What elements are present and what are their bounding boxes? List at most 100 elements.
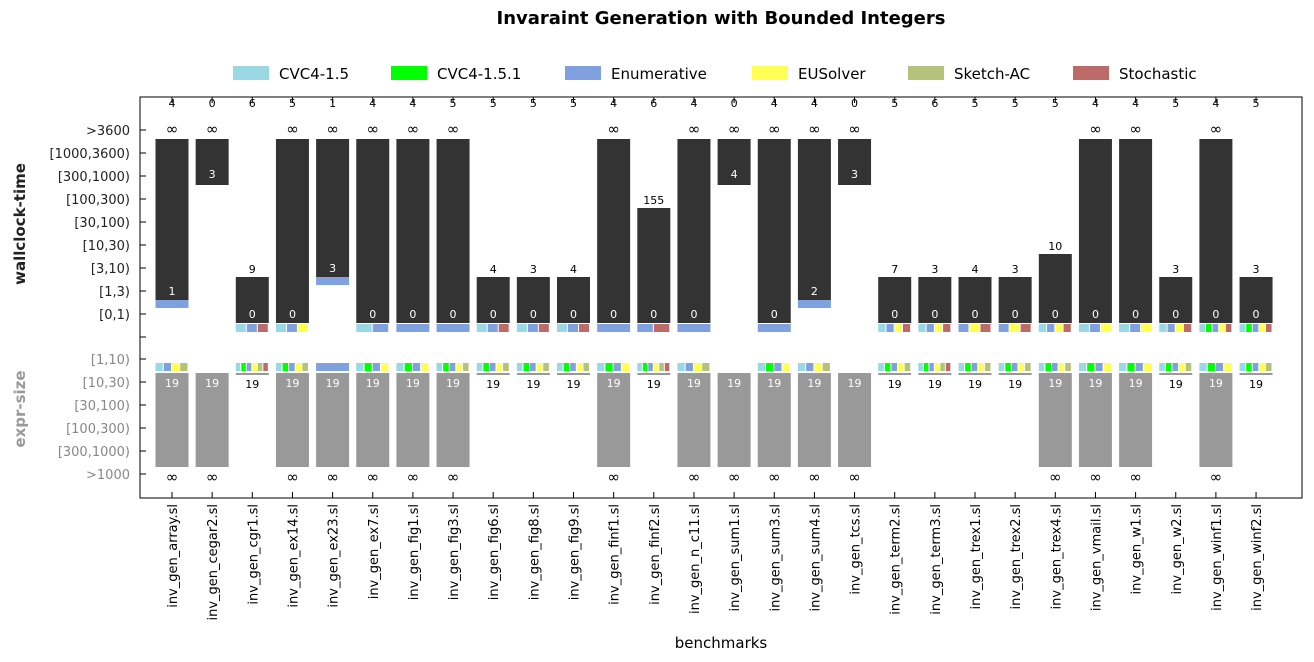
chart-title: Invaraint Generation with Bounded Intege… [497, 8, 946, 29]
size-solver-CVC4-1.5.1 [766, 363, 774, 371]
x-tick-label: inv_gen_trex4.sl [1049, 504, 1064, 609]
time-bar [1078, 139, 1112, 323]
size-min-label: 19 [607, 377, 621, 390]
time-solver-Enumerative [487, 324, 498, 332]
solved-count: 5 [570, 97, 577, 110]
x-tick-label: inv_gen_array.sl [166, 504, 181, 608]
x-tick-label: inv_gen_fig3.sl [447, 504, 462, 600]
time-solver-Enumerative [246, 324, 257, 332]
size-min-label: 19 [406, 377, 420, 390]
size-bar [155, 373, 189, 467]
size-solver-EUSolver [621, 363, 630, 371]
time-bar [717, 139, 751, 185]
size-bar [1159, 373, 1193, 375]
size-solver-CVC4-1.5 [396, 363, 404, 371]
time-solver-EUSolver [1219, 324, 1225, 332]
size-solver-CVC4-1.5.1 [404, 363, 412, 371]
legend-label-2: Enumerative [611, 65, 707, 83]
size-solver-Enumerative [246, 363, 252, 371]
size-solver-Sketch-AC [1185, 363, 1192, 371]
y-axis-size: [1,10) [10,30) [30,100) [100,300) [300,1000)… [58, 353, 146, 483]
size-bar [838, 373, 872, 467]
time-min-label: 4 [731, 168, 738, 181]
benchmark-inv_gen_term2.sl: 5 7 0 19 [878, 97, 912, 391]
time-solver-EUSolver [934, 324, 943, 332]
solved-count: 0 [209, 97, 216, 110]
size-solver-CVC4-1.5 [1159, 363, 1165, 371]
time-solver-EUSolver [894, 324, 902, 332]
time-solver-CVC4-1.5.1 [1206, 324, 1212, 332]
size-min-label: 19 [1249, 378, 1263, 391]
time-bar [1038, 254, 1072, 323]
time-min-label: 0 [369, 308, 376, 321]
size-max-label: ∞ [1089, 468, 1102, 486]
size-max-label: ∞ [166, 468, 179, 486]
time-solver-Enumerative [316, 277, 350, 285]
size-solver-EUSolver [456, 363, 462, 371]
size-solver-CVC4-1.5 [275, 363, 282, 371]
size-min-label: 19 [486, 378, 500, 391]
solved-count: 5 [1172, 97, 1179, 110]
benchmark-inv_gen_vmail.sl: 4 ∞ 0 19 ∞ [1078, 97, 1112, 486]
y-tick-time-6: [300,1000) [58, 170, 130, 185]
solved-count: 5 [450, 97, 457, 110]
time-solver-EUSolver [1175, 324, 1183, 332]
time-min-label: 0 [1092, 308, 1099, 321]
size-min-label: 19 [647, 378, 661, 391]
time-max-label: 9 [249, 263, 256, 276]
time-bar [958, 277, 992, 323]
time-bar [1119, 139, 1153, 323]
time-solver-CVC4-1.5 [1078, 324, 1089, 332]
size-max-label: ∞ [286, 468, 299, 486]
size-solver-EUSolver [1018, 363, 1025, 371]
time-bar [637, 208, 671, 323]
size-solver-Sketch-AC [543, 363, 549, 371]
x-tick-label: inv_gen_vmail.sl [1089, 504, 1104, 611]
legend-swatch-1 [391, 66, 427, 80]
x-tick-label: inv_gen_fig6.sl [487, 504, 502, 600]
x-tick-label: inv_gen_ex23.sl [327, 504, 342, 608]
y-tick-time-8: >3600 [86, 124, 130, 139]
time-max-label: ∞ [1210, 120, 1223, 138]
time-solver-Enumerative [797, 300, 831, 308]
size-solver-CVC4-1.5 [1199, 363, 1207, 371]
time-min-label: 0 [1212, 308, 1219, 321]
size-solver-EUSolver [978, 363, 984, 371]
size-min-label: 19 [727, 377, 741, 390]
size-solver-Sketch-AC [702, 363, 710, 371]
size-solver-Sketch-AC [1025, 363, 1031, 371]
benchmark-inv_gen_fig3.sl: 5 ∞ 0 19 ∞ [436, 97, 470, 486]
size-min-label: 19 [1048, 377, 1062, 390]
time-solver-Enumerative [1130, 324, 1141, 332]
size-max-label: ∞ [728, 468, 741, 486]
time-solver-Enumerative [286, 324, 297, 332]
time-min-label: 0 [931, 308, 938, 321]
size-solver-CVC4-1.5.1 [282, 363, 289, 371]
y-tick-time-1: [1,3) [99, 285, 130, 300]
time-min-label: 0 [249, 308, 256, 321]
size-solver-CVC4-1.5 [155, 363, 163, 371]
time-min-label: 0 [1052, 308, 1059, 321]
benchmark-inv_gen_cegar2.sl: 0 ∞ 3 19 ∞ [195, 97, 229, 486]
x-tick-label: inv_gen_cegar2.sl [206, 504, 221, 621]
solved-count: 4 [771, 97, 778, 110]
size-solver-EUSolver [252, 363, 257, 371]
size-min-label: 19 [1169, 378, 1183, 391]
legend-swatch-4 [908, 66, 944, 80]
size-solver-CVC4-1.5 [597, 363, 605, 371]
time-solver-Stochastic [943, 324, 951, 332]
time-bar [797, 139, 831, 300]
solved-count: 6 [650, 97, 657, 110]
time-max-label: 4 [490, 263, 497, 276]
solved-count: 5 [1012, 97, 1019, 110]
size-bar [316, 373, 350, 467]
time-solver-Enumerative [597, 324, 631, 332]
time-bar [316, 139, 350, 277]
size-solver-Enumerative [372, 363, 380, 371]
time-solver-Enumerative [757, 324, 791, 332]
size-min-label: 19 [1129, 377, 1143, 390]
time-solver-CVC4-1.5 [235, 324, 246, 332]
time-solver-CVC4-1.5 [918, 324, 926, 332]
time-solver-CVC4-1.5 [476, 324, 487, 332]
